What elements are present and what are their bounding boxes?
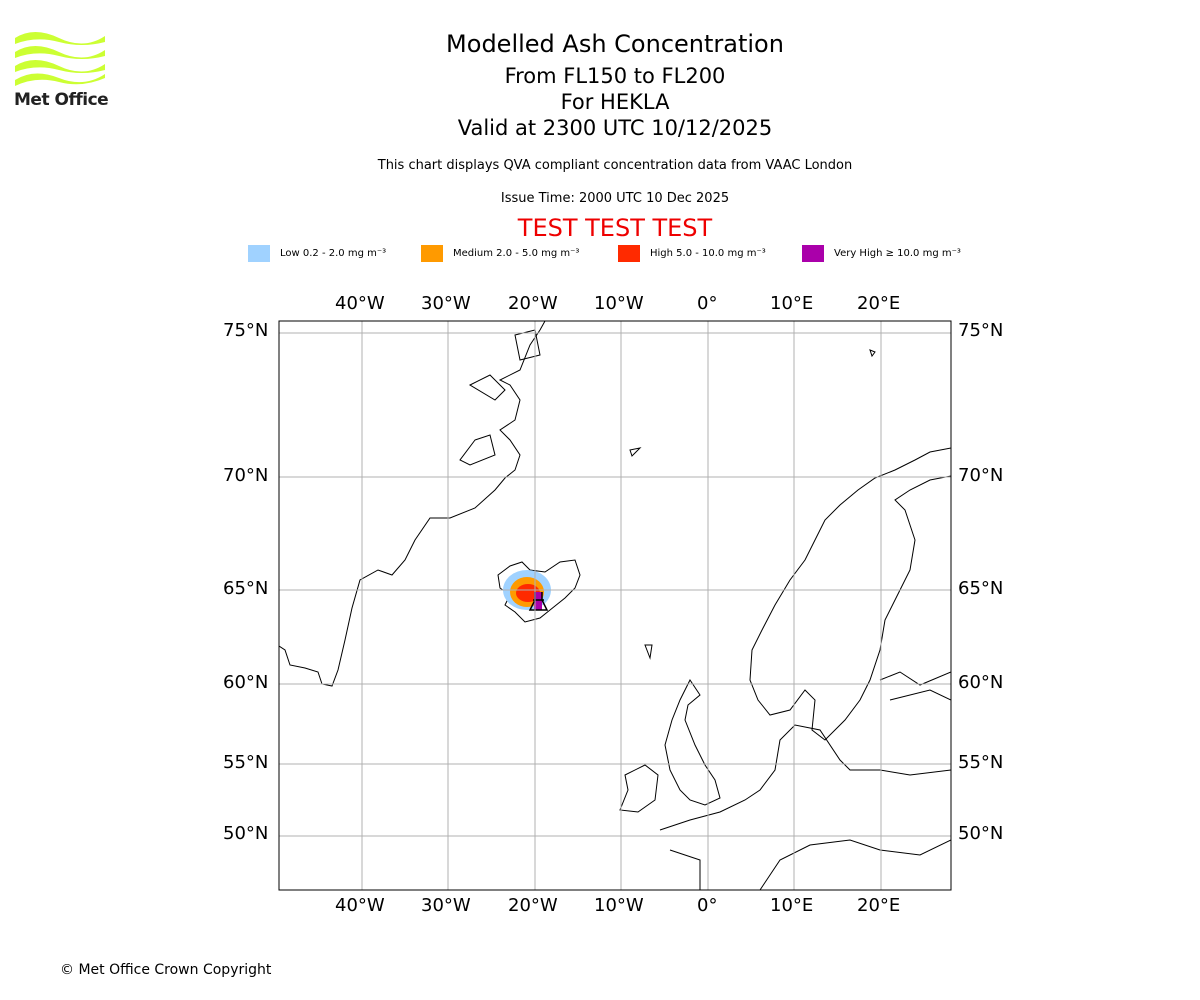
lon-tick-top: 10°E [770,293,814,314]
subtitle: This chart displays QVA compliant concen… [377,158,853,173]
lon-tick-bottom: 20°W [508,895,558,916]
lat-tick-left: 75°N [223,320,269,341]
legend-label: Very High ≥ 10.0 mg m⁻³ [834,248,961,259]
test-banner: TEST TEST TEST [517,214,713,242]
lat-tick-left: 70°N [223,465,269,486]
logo-text: Met Office [14,90,109,110]
lat-tick-right: 55°N [958,752,1004,773]
legend-swatch [618,245,640,262]
lon-tick-bottom: 30°W [421,895,471,916]
lon-tick-top: 0° [697,293,718,314]
lat-tick-right: 50°N [958,823,1004,844]
legend-item-very-high: Very High ≥ 10.0 mg m⁻³ [802,245,961,262]
scandinavia-coast [749,447,951,741]
lat-tick-right: 65°N [958,578,1004,599]
lon-tick-bottom: 20°E [857,895,901,916]
lat-tick-right: 60°N [958,672,1004,693]
ash-very-high [534,592,542,610]
lon-tick-bottom: 10°W [594,895,644,916]
graticule [279,321,951,890]
lat-tick-left: 60°N [223,672,269,693]
legend-label: High 5.0 - 10.0 mg m⁻³ [650,248,766,259]
valid-time: Valid at 2300 UTC 10/12/2025 [457,116,773,140]
volcano-name: For HEKLA [560,90,670,114]
flight-levels: From FL150 to FL200 [504,64,726,88]
greenland-coast [279,321,546,687]
lon-tick-top: 20°E [857,293,901,314]
lon-tick-top: 10°W [594,293,644,314]
lon-tick-top: 40°W [335,293,385,314]
uk-coast [664,679,721,806]
legend-swatch [802,245,824,262]
lat-tick-left: 55°N [223,752,269,773]
map-frame [278,320,952,891]
lat-tick-left: 65°N [223,578,269,599]
lat-tick-right: 75°N [958,320,1004,341]
issue-time: Issue Time: 2000 UTC 10 Dec 2025 [500,191,730,206]
legend-label: Medium 2.0 - 5.0 mg m⁻³ [453,248,580,259]
legend-item-low: Low 0.2 - 2.0 mg m⁻³ [248,245,386,262]
legend-label: Low 0.2 - 2.0 mg m⁻³ [280,248,387,259]
chart-title: Modelled Ash Concentration [446,30,784,58]
lon-tick-top: 20°W [508,293,558,314]
ireland-coast [619,764,659,813]
legend-swatch [248,245,270,262]
lon-tick-bottom: 0° [697,895,718,916]
lon-tick-bottom: 10°E [770,895,814,916]
legend-swatch [421,245,443,262]
legend-item-medium: Medium 2.0 - 5.0 mg m⁻³ [421,245,579,262]
lon-tick-bottom: 40°W [335,895,385,916]
logo-waves-icon [15,32,105,86]
copyright: © Met Office Crown Copyright [60,962,272,978]
lat-tick-left: 50°N [223,823,269,844]
met-office-logo [14,30,106,92]
lat-tick-right: 70°N [958,465,1004,486]
legend-item-high: High 5.0 - 10.0 mg m⁻³ [618,245,766,262]
lon-tick-top: 30°W [421,293,471,314]
